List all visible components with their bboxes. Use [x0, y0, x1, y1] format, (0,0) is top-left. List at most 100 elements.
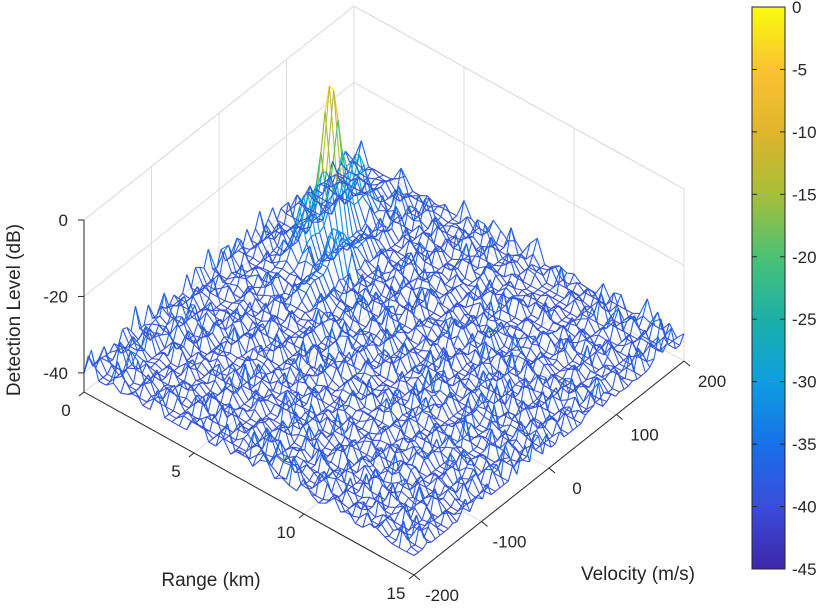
surface-segment	[262, 432, 271, 450]
surface-segment	[388, 427, 397, 443]
surface-segment	[251, 426, 260, 442]
surface-segment	[229, 237, 238, 258]
surface-segment	[267, 271, 277, 301]
surface-segment	[439, 389, 448, 397]
surface-segment	[258, 397, 267, 417]
surface-segment	[351, 486, 360, 492]
surface-segment	[208, 372, 217, 377]
surface-segment	[422, 410, 431, 413]
surface-segment	[497, 370, 506, 376]
surface-segment	[393, 350, 399, 355]
surface-segment	[486, 483, 492, 495]
surface-segment	[364, 360, 374, 370]
surface-segment	[470, 423, 479, 436]
surface-segment	[624, 353, 631, 379]
surface-segment	[498, 429, 507, 435]
surface-segment	[567, 429, 573, 435]
surface-segment	[338, 427, 347, 433]
surface-segment	[331, 492, 340, 498]
surface-segment	[140, 374, 149, 386]
surface-segment	[313, 330, 322, 344]
surface-segment	[211, 368, 217, 377]
surface-segment	[334, 279, 340, 290]
surface-segment	[451, 487, 460, 501]
surface-segment	[380, 180, 386, 188]
surface-segment	[528, 417, 534, 436]
surface-segment	[208, 297, 217, 308]
surface-segment	[352, 327, 361, 338]
surface-segment	[326, 327, 333, 358]
surface-segment	[309, 326, 318, 347]
surface-segment	[185, 397, 194, 406]
surface-segment	[243, 403, 252, 409]
surface-segment	[199, 349, 208, 355]
surface-segment	[203, 397, 212, 421]
surface-segment	[294, 227, 304, 255]
surface-segment	[402, 414, 411, 419]
surface-segment	[495, 445, 504, 452]
surface-segment	[416, 325, 425, 328]
surface-segment	[373, 498, 382, 504]
surface-segment	[193, 291, 202, 296]
surface-segment	[196, 362, 202, 370]
surface-segment	[279, 359, 288, 367]
surface-segment	[302, 459, 312, 469]
surface-segment	[213, 343, 222, 352]
surface-segment	[290, 336, 299, 338]
surface-segment	[202, 285, 211, 294]
surface-segment	[381, 398, 388, 423]
surface-segment	[311, 389, 320, 394]
surface-segment	[453, 444, 462, 448]
surface-segment	[279, 296, 288, 301]
surface-segment	[476, 446, 485, 452]
surface-segment	[300, 312, 306, 320]
surface-segment	[359, 372, 365, 382]
surface-segment	[184, 381, 192, 387]
surface-segment	[442, 334, 451, 340]
surface-segment	[298, 326, 304, 332]
surface-segment	[265, 415, 274, 421]
surface-segment	[375, 447, 384, 453]
surface-segment	[273, 275, 282, 279]
surface-segment	[146, 332, 155, 338]
surface-segment	[128, 349, 137, 355]
surface-segment	[240, 320, 250, 332]
surface-segment	[155, 394, 164, 400]
surface-segment	[337, 389, 344, 399]
surface-segment	[410, 469, 419, 484]
surface-segment	[339, 232, 349, 276]
surface-segment	[218, 423, 227, 428]
surface-segment	[456, 512, 462, 523]
surface-segment	[519, 406, 528, 414]
surface-segment	[98, 380, 107, 386]
surface-segment	[298, 370, 307, 376]
surface-segment	[194, 419, 200, 424]
surface-segment	[286, 247, 292, 262]
surface-segment	[368, 466, 377, 478]
surface-segment	[532, 238, 538, 255]
surface-segment	[433, 312, 442, 318]
surface-segment	[471, 478, 480, 495]
surface-segment	[430, 343, 438, 347]
surface-segment	[347, 439, 356, 446]
surface-segment	[447, 218, 453, 224]
surface-segment	[470, 361, 479, 367]
surface-segment	[323, 412, 333, 422]
surface-segment	[359, 450, 368, 456]
surface-segment	[484, 378, 493, 382]
surface-segment	[627, 341, 633, 358]
surface-segment	[523, 433, 529, 450]
surface-segment	[246, 229, 255, 249]
surface-segment	[285, 380, 294, 386]
surface-segment	[227, 245, 237, 273]
surface-segment	[281, 230, 290, 249]
surface-segment	[139, 328, 148, 334]
surface-segment	[467, 463, 475, 466]
surface-segment	[465, 457, 471, 468]
surface-segment	[580, 305, 586, 320]
surface-segment	[204, 332, 213, 337]
surface-segment	[156, 292, 165, 316]
surface-segment	[483, 416, 492, 422]
surface-segment	[326, 267, 336, 290]
surface-segment	[506, 320, 512, 324]
